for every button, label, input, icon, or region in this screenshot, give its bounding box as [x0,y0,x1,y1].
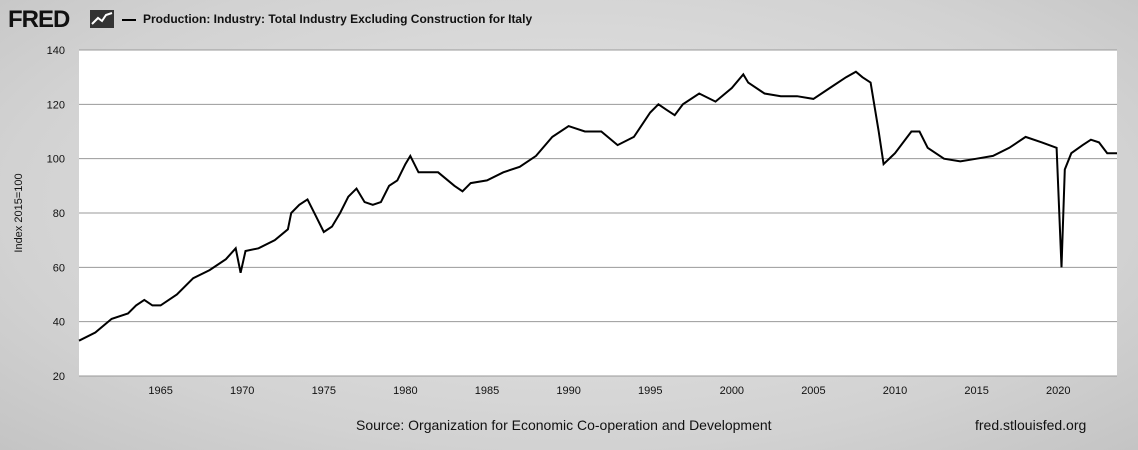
x-tick-label: 1965 [148,385,172,397]
y-tick-labels: 20 40 60 80 100 120 140 [47,45,65,383]
x-tick-label: 1980 [393,385,417,397]
x-tick-label: 2015 [964,385,988,397]
x-tick-label: 1975 [312,385,336,397]
fred-logo: FRED [8,6,70,33]
source-url[interactable]: fred.stlouisfed.org [975,417,1087,433]
y-axis-label: Index 2015=100 [13,173,25,252]
y-tick-label: 20 [53,371,65,383]
legend-swatch [122,19,136,21]
y-tick-label: 40 [53,317,65,329]
y-tick-label: 100 [47,154,65,166]
chart-title: Production: Industry: Total Industry Exc… [143,12,533,26]
x-tick-label: 2000 [720,385,744,397]
grid-lines [79,49,1117,377]
x-tick-label: 1985 [475,385,499,397]
series-line [78,70,1117,342]
x-tick-label: 1970 [230,385,254,397]
x-tick-labels: 1965 1970 1975 1980 1985 1990 1995 2000 2005 2010… [148,385,1070,397]
x-tick-label: 1995 [638,385,662,397]
x-tick-label: 2005 [801,385,825,397]
y-tick-label: 80 [53,208,65,220]
x-tick-label: 2020 [1046,385,1070,397]
y-tick-label: 140 [47,45,65,57]
y-tick-label: 60 [53,262,65,274]
chart-line-icon [90,10,114,28]
x-tick-label: 2010 [883,385,907,397]
source-note: Source: Organization for Economic Co-ope… [356,417,772,433]
y-tick-label: 120 [47,99,65,111]
x-tick-label: 1990 [556,385,580,397]
